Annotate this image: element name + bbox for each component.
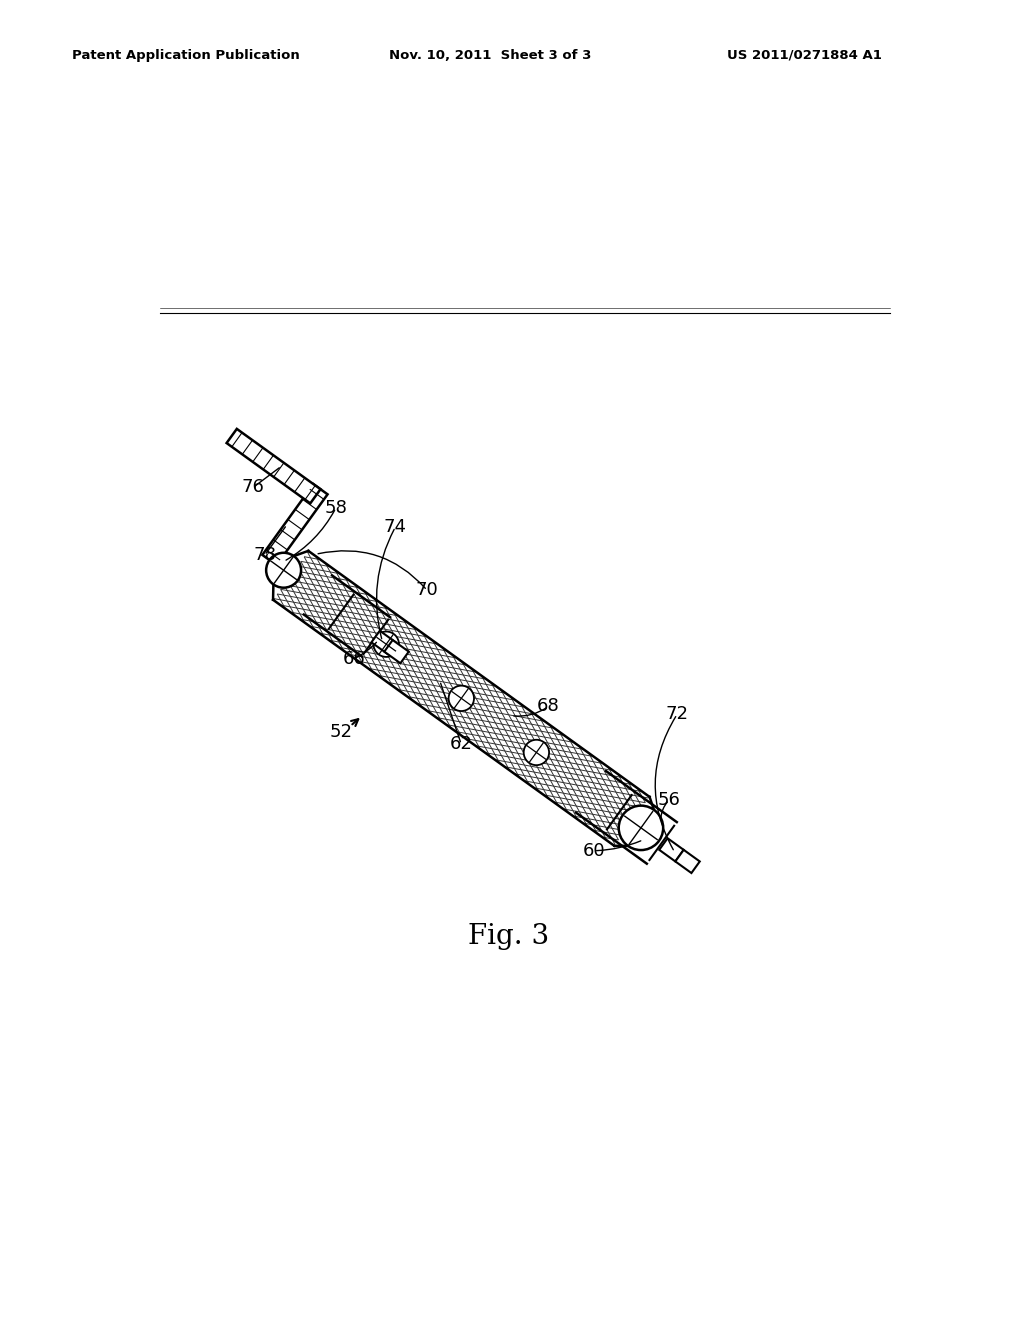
Circle shape — [523, 739, 549, 766]
Text: 70: 70 — [416, 581, 438, 599]
Polygon shape — [262, 484, 328, 565]
Polygon shape — [273, 550, 649, 846]
Text: 78: 78 — [253, 546, 275, 565]
Polygon shape — [226, 429, 321, 503]
Circle shape — [449, 685, 474, 711]
Polygon shape — [384, 640, 409, 663]
Text: Nov. 10, 2011  Sheet 3 of 3: Nov. 10, 2011 Sheet 3 of 3 — [389, 49, 592, 62]
Text: Fig. 3: Fig. 3 — [468, 923, 550, 950]
Text: 62: 62 — [450, 735, 473, 754]
Text: 56: 56 — [657, 791, 681, 809]
Circle shape — [266, 553, 301, 587]
Text: 60: 60 — [583, 842, 605, 859]
Text: 68: 68 — [538, 697, 560, 715]
Text: Patent Application Publication: Patent Application Publication — [72, 49, 299, 62]
Text: 72: 72 — [666, 705, 689, 723]
Text: 76: 76 — [242, 478, 265, 496]
Text: 52: 52 — [329, 722, 352, 741]
Polygon shape — [675, 850, 699, 873]
Circle shape — [374, 631, 399, 657]
Text: 66: 66 — [343, 649, 366, 668]
Circle shape — [618, 805, 664, 850]
Text: 58: 58 — [325, 499, 347, 517]
Text: US 2011/0271884 A1: US 2011/0271884 A1 — [727, 49, 882, 62]
Polygon shape — [659, 838, 684, 862]
Polygon shape — [372, 631, 396, 653]
Text: 74: 74 — [384, 517, 407, 536]
